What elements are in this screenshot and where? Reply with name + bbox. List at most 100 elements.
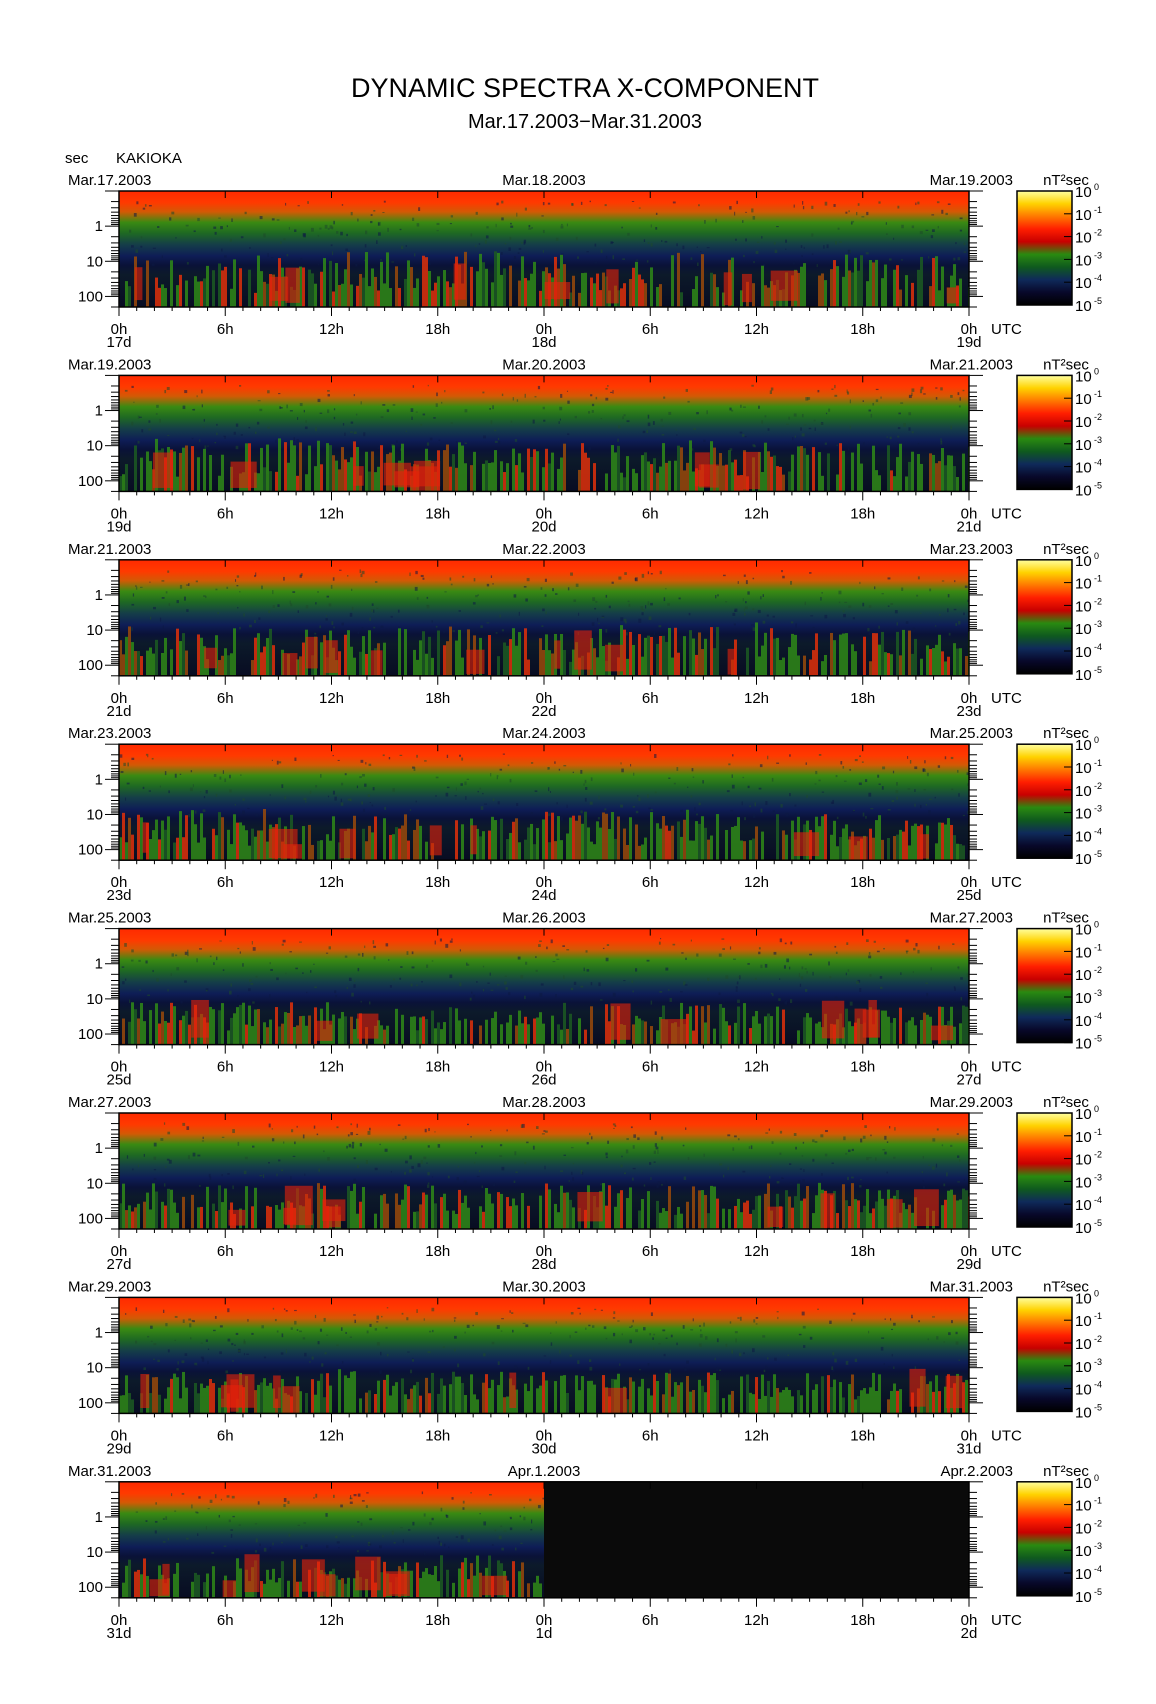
noise-texel [937,765,941,768]
noise-texel [656,1185,659,1188]
noise-texel [687,400,690,403]
noise-texel [896,782,898,786]
noise-texel [148,204,152,207]
noise-texel [414,253,416,257]
noise-texel [486,622,490,624]
activity-burst [449,626,452,676]
noise-texel [326,1545,329,1549]
activity-burst [314,283,317,307]
noise-texel [237,607,239,609]
noise-texel [625,1149,629,1154]
activity-burst [899,443,902,492]
noise-texel [893,1156,896,1159]
noise-texel [764,415,767,418]
noise-texel [953,986,956,989]
activity-burst [222,1580,236,1598]
activity-burst [542,650,545,676]
activity-burst [209,454,212,492]
noise-texel [649,1162,652,1165]
noise-texel [421,1491,424,1495]
noise-texel [547,767,550,770]
activity-burst [347,1186,350,1229]
activity-burst [905,1209,908,1229]
noise-texel [202,1136,204,1139]
noise-texel [140,586,143,588]
noise-texel [727,1166,729,1171]
noise-texel [521,1123,525,1128]
noise-texel [652,1337,654,1340]
activity-burst [122,812,125,861]
activity-burst [632,267,635,307]
noise-texel [612,1317,616,1319]
noise-texel [663,396,666,399]
noise-texel [504,975,507,977]
activity-burst [542,1023,545,1045]
activity-burst [443,1385,446,1414]
noise-texel [680,809,683,813]
noise-texel [875,388,879,391]
x-tick-label: 12h [744,1243,769,1260]
noise-texel [415,800,417,803]
activity-burst [524,839,527,861]
y-tick-label: 1 [95,403,103,420]
noise-texel [297,205,300,207]
activity-burst [317,440,320,492]
noise-texel [946,1172,948,1177]
noise-texel [832,799,835,804]
noise-texel [563,765,567,767]
noise-texel [167,1349,170,1353]
noise-texel [755,1323,758,1325]
noise-texel [660,418,663,422]
noise-texel [397,609,400,613]
noise-texel [580,769,583,774]
noise-texel [405,245,407,247]
activity-burst [128,1393,131,1414]
noise-texel [632,1145,635,1149]
activity-burst [572,649,575,676]
noise-texel [409,1169,412,1173]
noise-texel [963,612,965,616]
noise-texel [193,230,196,233]
activity-burst [302,642,305,676]
noise-texel [854,1358,858,1362]
noise-texel [789,1163,792,1165]
noise-texel [793,204,795,208]
noise-texel [338,1547,340,1549]
noise-texel [541,625,544,628]
noise-texel [165,1323,168,1327]
noise-texel [941,580,945,582]
activity-burst [752,283,755,307]
noise-texel [816,264,818,268]
noise-texel [555,237,559,241]
activity-burst [776,466,779,492]
activity-burst [605,813,608,861]
activity-burst [527,1583,530,1598]
y-tick-label: 100 [78,1210,103,1227]
colorbar-tick-exponent: -2 [1094,228,1102,238]
noise-texel [354,1319,357,1324]
activity-burst [278,1577,281,1598]
activity-burst [488,1388,491,1414]
colorbar-tick-exponent: -2 [1094,412,1102,422]
activity-burst [176,628,179,676]
activity-burst [134,445,137,492]
activity-burst [197,842,200,861]
activity-burst [266,1385,269,1414]
noise-texel [532,419,535,424]
noise-texel [725,601,728,603]
noise-texel [883,1363,885,1365]
noise-texel [221,1136,225,1138]
noise-texel [739,1352,742,1357]
activity-burst [689,440,692,492]
activity-burst [572,1207,575,1229]
activity-burst [569,1199,572,1229]
noise-texel [760,808,763,813]
activity-burst [350,646,353,676]
noise-texel [162,625,164,629]
spectrogram-image [119,928,969,1045]
activity-burst [353,1183,356,1229]
activity-burst [734,1022,737,1045]
colorbar-tick-exponent: -1 [1094,574,1102,584]
activity-burst [162,1563,170,1595]
activity-burst [479,836,482,861]
